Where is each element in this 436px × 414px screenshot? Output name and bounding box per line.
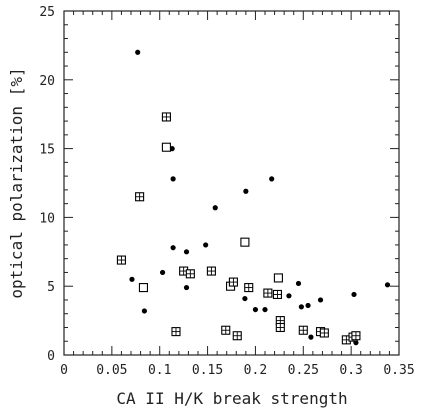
crossed-square-point [298,325,308,335]
crossed-square-point [272,289,282,300]
crossed-square-point [185,269,195,279]
filled-circle-point [295,280,302,287]
open-square-point [273,273,283,283]
filled-circle-point [308,334,314,340]
x-axis-label: CA II H/K break strength [116,389,347,408]
filled-circle-point [252,306,259,313]
x-tick-label: 0.2 [244,363,267,378]
y-axis-label: optical polarization [%] [7,67,26,298]
filled-circle-point [317,297,324,303]
x-tick-labels: 0 0.05 0.1 0.15 0.2 0.25 0.3 0.35 [60,363,415,378]
crossed-square-point [116,255,126,265]
x-tick-label: 0.1 [148,363,171,378]
filled-circle-point [243,188,249,194]
y-tick-label: 25 [39,5,55,20]
filled-circle-point [203,242,209,248]
plot-frame [63,10,400,356]
y-tick-label: 20 [39,74,55,89]
filled-circle-point [170,245,176,251]
filled-circle-point [242,295,248,302]
filled-circle-point [384,282,391,288]
x-tick-label: 0.25 [288,363,319,378]
y-tick-label: 0 [47,349,55,364]
filled-circle-point [159,269,166,276]
crossed-square-point [221,325,231,335]
filled-circle-point [269,176,275,182]
x-tick-label: 0.35 [383,363,414,378]
crossed-square-point [135,192,145,202]
open-square-point [161,142,171,152]
filled-circle-point [298,304,304,310]
filled-circle-point [183,249,190,255]
filled-circle-point [212,205,218,211]
data-points [116,49,391,346]
filled-circle-point [262,306,268,313]
crossed-square-point [206,266,216,276]
crossed-square-point [161,112,171,122]
filled-circle-point [286,293,292,299]
x-tick-label: 0 [60,363,68,378]
filled-circle-point [129,276,135,282]
crossed-square-point [171,327,181,337]
open-square-point [138,283,148,293]
filled-circle-point [141,308,147,314]
crossed-square-point [319,328,329,338]
crossed-square-point [351,331,361,341]
filled-circle-point [305,302,311,309]
x-tick-label: 0.15 [192,363,223,378]
filled-circle-point [183,284,190,291]
crossed-square-point [263,288,273,298]
open-square-point [240,237,250,247]
filled-circle-point [170,176,176,182]
y-tick-label: 5 [47,280,55,295]
x-tick-label: 0.05 [96,363,127,378]
y-tick-label: 10 [39,211,55,226]
filled-circle-point [135,49,141,55]
x-tick-label: 0.3 [339,363,362,378]
crossed-square-point [232,331,242,341]
crossed-square-point [244,283,254,293]
y-tick-labels: 0 5 10 15 20 25 [39,5,55,364]
filled-circle-point [351,291,357,298]
crossed-square-point [228,277,238,287]
crossed-square-point [275,322,285,333]
axis-ticks [63,10,400,356]
y-tick-label: 15 [39,143,55,158]
